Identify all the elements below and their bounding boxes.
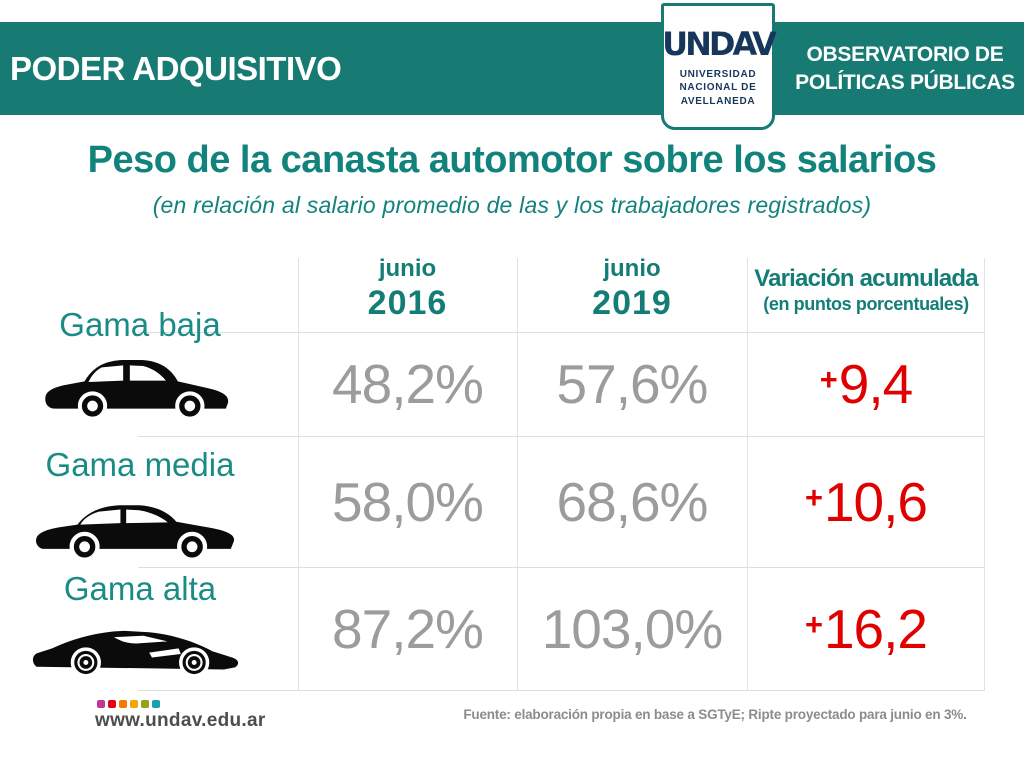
brand-dot <box>141 700 149 708</box>
row-divider <box>138 567 985 568</box>
column-header-variacion: Variación acumulada (en puntos porcentua… <box>754 265 978 314</box>
value-gama-media-2016: 58,0% <box>332 470 484 533</box>
brand-dot <box>97 700 105 708</box>
row-divider <box>138 436 985 437</box>
table-row-gama-alta-label: Gama alta <box>32 567 298 691</box>
value-gama-media-variacion: +10,6 <box>804 470 928 533</box>
observatory-line-2: POLÍTICAS PÚBLICAS <box>795 70 1015 94</box>
table-row-gama-media-label: Gama media <box>35 436 298 567</box>
page-kicker: PODER ADQUISITIVO <box>10 49 342 87</box>
value-gama-alta-2019: 103,0% <box>541 598 724 660</box>
city-car-icon <box>44 360 228 420</box>
value-gama-alta-2016: 87,2% <box>332 598 484 660</box>
value-gama-baja-2016: 48,2% <box>332 353 484 415</box>
row-divider <box>138 332 985 333</box>
value-gama-baja-variacion: +9,4 <box>819 353 913 415</box>
brand-dot <box>130 700 138 708</box>
column-header-junio-2019: junio 2019 <box>592 255 672 322</box>
page-title: Peso de la canasta automotor sobre los s… <box>87 139 937 181</box>
undav-wordmark: UNDAV <box>662 24 777 63</box>
category-label: Gama alta <box>63 570 217 607</box>
page-subtitle: (en relación al salario promedio de las … <box>152 192 872 218</box>
footer-dots <box>97 700 160 708</box>
undav-logo: UNDAV UNIVERSIDAD NACIONAL DE AVELLANEDA <box>661 3 777 130</box>
observatory-line-1: OBSERVATORIO DE <box>806 43 1004 67</box>
column-divider <box>298 258 299 691</box>
observatory-title: OBSERVATORIO DE POLÍTICAS PÚBLICAS <box>788 22 1022 115</box>
data-table: junio 2016 junio 2019 Variación acumulad… <box>32 250 985 691</box>
undav-logo-text: UNIVERSIDAD NACIONAL DE AVELLANEDA <box>679 68 757 107</box>
value-gama-media-2019: 68,6% <box>556 470 709 533</box>
sports-car-icon <box>32 630 239 678</box>
table-row-gama-baja-label: Gama baja <box>38 306 298 436</box>
source-note: Fuente: elaboración propia en base a SGT… <box>463 707 967 722</box>
brand-dot <box>152 700 160 708</box>
brand-dot <box>119 700 127 708</box>
column-divider <box>747 258 748 691</box>
brand-dot <box>108 700 116 708</box>
row-divider <box>138 690 985 691</box>
column-header-junio-2016: junio 2016 <box>367 255 448 322</box>
column-divider <box>984 258 985 691</box>
value-gama-alta-variacion: +16,2 <box>804 598 928 660</box>
sedan-car-icon <box>35 505 234 562</box>
value-gama-baja-2019: 57,6% <box>556 353 709 415</box>
category-label: Gama media <box>45 446 235 483</box>
website-url: www.undav.edu.ar <box>95 710 266 731</box>
header-bar: PODER ADQUISITIVO OBSERVATORIO DE POLÍTI… <box>0 22 1024 115</box>
category-label: Gama baja <box>59 306 221 343</box>
column-divider <box>517 258 518 691</box>
